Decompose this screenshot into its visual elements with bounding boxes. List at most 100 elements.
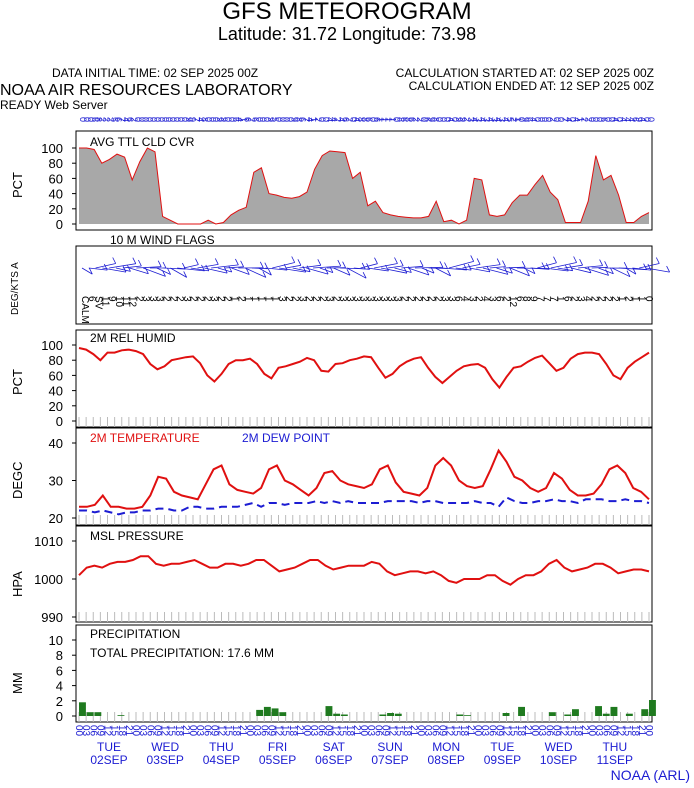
cloud-top-label: 4 <box>196 117 206 122</box>
hour-label: 06 <box>429 725 440 737</box>
cloud-top-label: 0 <box>176 117 186 122</box>
wind-direction-label: 3 <box>446 296 457 302</box>
server-name: READY Web Server <box>0 98 108 112</box>
wind-barb <box>333 267 351 276</box>
cloud-top-label: 0 <box>207 117 217 122</box>
wind-barb <box>564 264 583 269</box>
wind-direction-label: 7 <box>548 296 559 302</box>
wind-barb <box>557 267 573 272</box>
hour-label: 15 <box>337 725 348 737</box>
hour-label: 12 <box>558 725 569 737</box>
wind-barb-flag <box>394 257 398 264</box>
y-tick-label: 40 <box>49 384 63 399</box>
precip-bar <box>379 714 387 716</box>
hour-label: 21 <box>465 725 476 737</box>
wind-direction-label: 3 <box>487 296 498 302</box>
wind-direction-label: 1 <box>555 296 566 302</box>
wind-barb-flag <box>122 265 127 273</box>
hour-label: 06 <box>87 725 98 737</box>
hour-label: 12 <box>615 725 626 737</box>
wind-barb-flag <box>476 258 481 265</box>
wind-barb-flag <box>228 265 233 273</box>
cloud-top-label: 0 <box>227 117 237 122</box>
cloud-top-label: 2 <box>98 117 108 122</box>
wind-barb <box>591 266 608 269</box>
wind-direction-label: 3 <box>385 296 396 302</box>
cloud-top-label: 6 <box>423 117 433 122</box>
wind-barb <box>353 267 370 270</box>
cloud-top-label: 9 <box>458 117 468 122</box>
wind-direction-label: 3 <box>296 296 307 302</box>
cloud-top-label: 9 <box>215 117 225 122</box>
wind-direction-label: 9 <box>528 296 539 302</box>
y-tick-label: 6 <box>56 663 63 678</box>
panel-frame <box>75 525 653 623</box>
cloud-top-label: 3 <box>489 117 499 122</box>
hour-label: 06 <box>258 725 269 737</box>
cloud-top-label: 0 <box>145 117 155 122</box>
hour-label: 15 <box>451 725 462 737</box>
cloud-top-label: 6 <box>372 117 382 122</box>
calculation-started: CALCULATION STARTED AT: 02 SEP 2025 00Z <box>395 66 654 80</box>
wind-barb-flag <box>541 262 546 269</box>
wind-direction-label: 2 <box>310 296 321 302</box>
cloud-top-label: 6 <box>364 117 374 122</box>
wind-direction-label: 3 <box>392 296 403 302</box>
wind-barb <box>258 267 272 276</box>
cloud-top-label: 0 <box>180 117 190 122</box>
cloud-top-label: 4 <box>470 117 480 122</box>
wind-direction-label: 9 <box>106 296 117 302</box>
hour-label: 00 <box>472 725 483 737</box>
wind-barb <box>374 263 398 269</box>
day-of-week-label: WED <box>151 740 179 754</box>
wind-barb-flag <box>486 265 491 273</box>
cloud-top-label: 4 <box>235 117 245 122</box>
wind-direction-label: 3 <box>181 296 192 302</box>
cloud-top-label: 0 <box>450 117 460 122</box>
cloud-top-label: 0 <box>286 117 296 122</box>
panel-frame <box>75 624 653 723</box>
wind-barb <box>183 264 199 269</box>
wind-direction-label: 4 <box>460 296 471 302</box>
wind-direction-label: 10 <box>113 296 124 308</box>
wind-barb-flag <box>342 261 346 268</box>
y-tick-label: 40 <box>49 187 63 202</box>
cloud-top-label: 0 <box>149 117 159 122</box>
wind-direction-label: 2 <box>398 296 409 302</box>
wind-barb <box>170 267 187 278</box>
wind-barb <box>211 264 239 269</box>
wind-barb <box>81 267 93 275</box>
wind-direction-label: 2 <box>426 296 437 302</box>
cloud-top-label: 7 <box>560 117 570 122</box>
precip-bar <box>79 702 86 716</box>
precip-bar <box>564 714 572 716</box>
wind-barb-flag <box>463 263 468 271</box>
cloud-top-label: 6 <box>250 117 260 122</box>
y-tick-label: 0 <box>56 709 63 724</box>
wind-direction-label: 2 <box>589 296 600 302</box>
hour-label: 12 <box>444 725 455 737</box>
wind-barb-flag <box>262 271 267 278</box>
day-of-week-label: WED <box>545 740 573 754</box>
cloud-top-label: 6 <box>125 117 135 122</box>
hour-label: 06 <box>600 725 611 737</box>
cloud-top-label: 1 <box>309 117 319 122</box>
cloud-top-label: 0 <box>544 117 554 122</box>
wind-barb-flag <box>439 261 444 268</box>
wind-direction-label: 1 <box>269 296 280 302</box>
hour-label: 15 <box>565 725 576 737</box>
wind-barb-flag <box>605 269 609 276</box>
wind-barb <box>129 267 149 275</box>
wind-barb-flag <box>626 270 631 277</box>
precip-bar <box>94 712 102 716</box>
cloud-top-label: 6 <box>341 117 351 122</box>
cloud-top-label: 0 <box>86 117 96 122</box>
y-tick-label: 80 <box>49 156 63 171</box>
wind-direction-label: 1 <box>256 296 267 302</box>
humidity-panel-label: 2M REL HUMID <box>90 331 176 345</box>
cloud-top-label: 2 <box>344 117 354 122</box>
hour-label: 09 <box>151 725 162 737</box>
day-of-week-label: SUN <box>377 740 402 754</box>
wind-barb-flag <box>521 261 526 268</box>
cloud-top-label: 4 <box>619 117 629 122</box>
